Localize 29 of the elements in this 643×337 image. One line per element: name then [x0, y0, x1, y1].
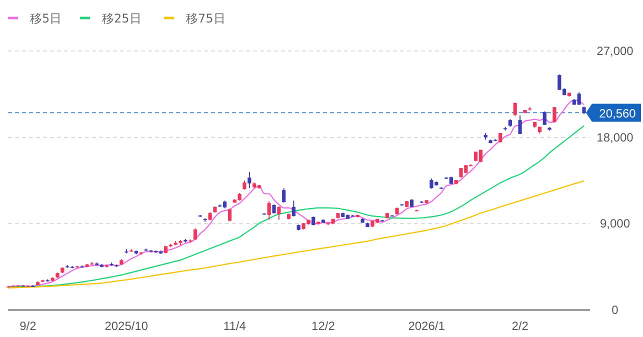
x-tick-label: 2/2 — [512, 319, 529, 333]
x-tick-label: 12/2 — [312, 319, 336, 333]
legend-label: 移25日 — [102, 12, 142, 26]
candlestick — [228, 208, 232, 222]
candlestick — [513, 102, 517, 117]
candlestick — [542, 110, 546, 126]
candlestick — [282, 188, 286, 204]
candlestick — [272, 204, 276, 214]
y-tick-label: 27,000 — [596, 44, 634, 58]
x-tick-label: 11/4 — [223, 319, 246, 333]
x-tick-label: 2026/1 — [408, 319, 446, 333]
x-tick-label: 2025/10 — [104, 319, 148, 333]
candlestick — [498, 132, 502, 144]
candlestick — [518, 114, 522, 134]
y-tick-label: 18,000 — [596, 130, 634, 144]
legend-label: 移5日 — [30, 12, 62, 26]
y-tick-label: 0 — [612, 303, 619, 317]
candlestick — [267, 200, 271, 220]
candlestick — [277, 206, 281, 220]
y-tick-label: 9,000 — [600, 216, 630, 231]
legend-label: 移75日 — [186, 12, 226, 26]
line-series — [8, 180, 585, 289]
ref-line-label: 20,560 — [599, 106, 636, 120]
candlestick — [193, 228, 198, 240]
candlestick — [292, 200, 296, 217]
candlestick — [242, 180, 246, 190]
candlestick — [248, 171, 252, 189]
candlestick — [552, 106, 556, 123]
x-tick-label: 9/2 — [20, 319, 37, 333]
